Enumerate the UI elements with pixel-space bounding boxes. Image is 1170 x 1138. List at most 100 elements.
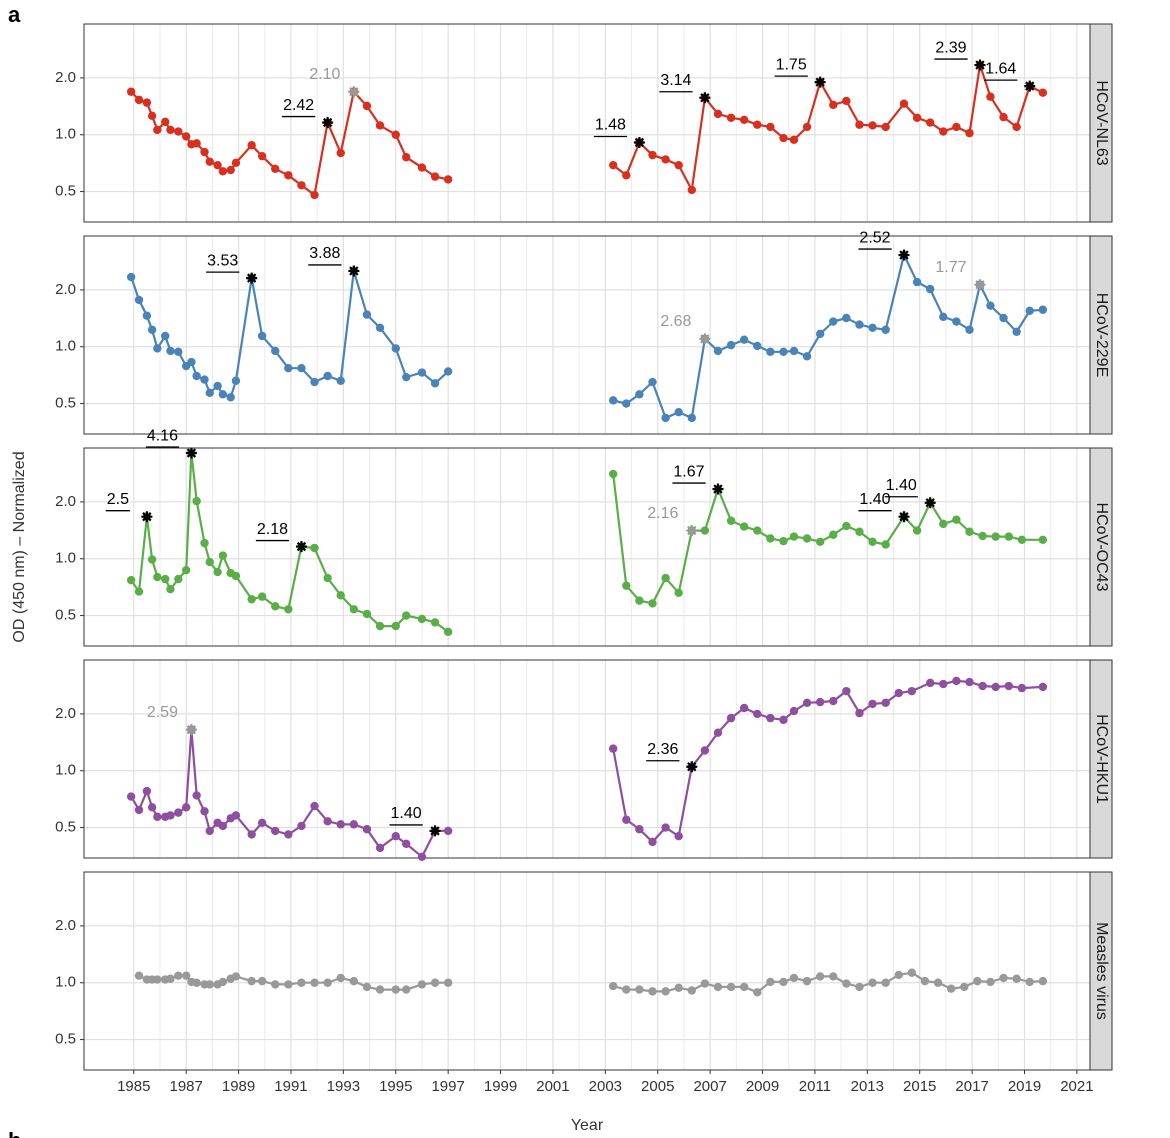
data-point [417,614,427,624]
data-point [231,158,241,168]
x-tick-label: 2003 [589,1078,622,1095]
data-point [829,972,838,981]
data-point [166,811,175,820]
data-point [284,605,293,614]
annotation-star [633,136,645,148]
data-point [829,696,838,706]
data-point [153,975,162,984]
annotation-star [699,333,711,345]
data-point [802,698,812,708]
data-point [417,368,427,377]
data-point [965,325,974,334]
data-point [174,574,183,584]
data-point [726,340,736,350]
data-point [323,573,332,583]
strip-label: HCoV-229E [1093,293,1110,378]
data-point [257,592,267,601]
data-point [648,599,657,608]
data-point [153,812,162,822]
data-point [726,113,736,122]
annotation-label: 3.88 [309,245,340,262]
strip [1089,235,1113,435]
annotation-star [699,92,711,104]
y-tick-label: 0.5 [55,1031,76,1048]
data-point [674,588,683,598]
data-point [134,805,144,815]
data-point [153,344,162,353]
data-point [297,363,306,373]
data-point [336,148,345,158]
annotation-star [974,59,986,71]
y-tick-label: 2.0 [55,281,76,298]
data-point [713,728,723,737]
annotation-star [429,825,441,837]
annotation-label: 2.36 [647,741,678,758]
annotation-star [898,249,910,261]
annotation-star [348,86,360,98]
data-point [153,572,162,582]
data-point [608,469,618,479]
data-point [766,534,775,543]
data-point [855,120,864,129]
data-point [349,820,359,829]
data-point [753,988,762,997]
data-point [779,977,788,987]
data-point [713,346,723,356]
data-point [200,538,209,548]
data-point [213,160,222,170]
data-point [1038,88,1048,97]
data-point [661,155,670,164]
data-point [375,985,385,994]
strip [1089,871,1113,1071]
data-point [430,618,440,627]
data-point [247,595,256,604]
data-point [999,313,1008,323]
data-point [402,372,411,382]
data-point [1004,681,1013,691]
data-point [310,190,319,200]
data-point [700,526,710,535]
strip-label: HCoV-NL63 [1093,80,1110,165]
data-point [257,151,267,161]
data-point [674,408,683,417]
data-point [174,347,183,357]
data-point [766,713,775,723]
data-point [907,686,917,696]
annotation-star [974,279,986,291]
data-point [779,133,788,143]
data-point [999,112,1008,122]
data-point [608,744,618,753]
data-point [391,621,400,631]
data-point [920,976,930,986]
data-point [192,139,201,148]
data-point [126,575,136,585]
annotation-label: 2.5 [107,491,129,508]
data-point [829,530,838,539]
data-point [147,555,157,564]
data-point [939,679,948,689]
data-point [226,165,235,175]
data-point [417,852,427,862]
annotation-label: 2.42 [283,97,314,114]
data-point [661,987,670,996]
data-point [1038,305,1048,314]
data-point [739,982,749,992]
data-point [753,709,762,719]
data-point [661,573,670,583]
data-point [310,543,319,553]
data-point [181,803,191,812]
data-point [881,325,890,334]
data-point [142,98,152,107]
data-point [674,160,683,170]
annotation-label: 2.52 [859,229,890,246]
annotation-label: 2.10 [309,66,340,83]
data-point [952,676,961,686]
data-point [648,987,657,996]
data-point [753,341,762,351]
panel-background [84,448,1090,646]
x-tick-label: 1999 [484,1078,517,1095]
data-point [939,519,948,529]
data-point [939,312,948,322]
data-point [687,986,696,995]
